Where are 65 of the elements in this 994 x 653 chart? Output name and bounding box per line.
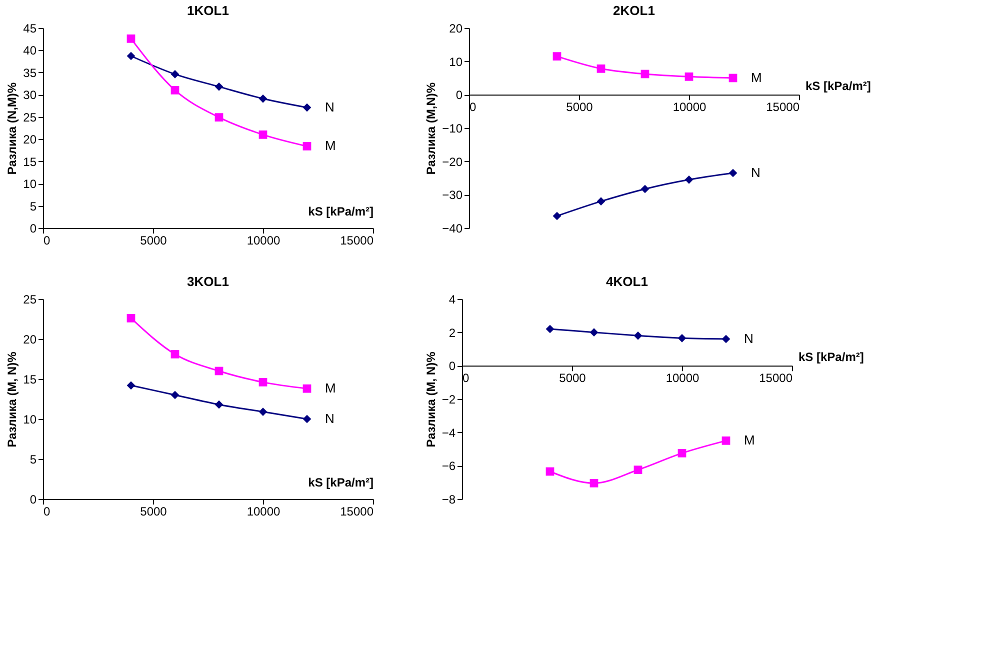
- y-tick-label: −8: [442, 492, 456, 506]
- y-tick-label: 10: [23, 412, 37, 426]
- series-label: N: [325, 411, 334, 426]
- y-tick-label: 0: [456, 88, 463, 102]
- y-tick-label: −6: [442, 459, 456, 474]
- x-tick-label: 10000: [246, 504, 281, 518]
- x-tick-label: 10000: [672, 100, 707, 114]
- y-tick-label: 25: [23, 110, 37, 124]
- y-tick-label: 4: [448, 292, 456, 306]
- y-tick-label: −40: [442, 222, 463, 236]
- y-tick-label: 0: [30, 222, 37, 236]
- y-tick-label: 40: [23, 44, 37, 58]
- y-tick-label: −30: [442, 188, 463, 202]
- y-tick-label: 5: [30, 199, 37, 214]
- y-tick-label: 0: [30, 492, 37, 506]
- x-tick-label: 10000: [246, 234, 281, 248]
- series-label: N: [751, 165, 760, 180]
- y-tick-label: −20: [442, 154, 463, 169]
- x-tick-label: 5000: [566, 100, 594, 114]
- x-tick-label: 15000: [759, 371, 793, 386]
- y-tick-label: −10: [442, 122, 463, 136]
- y-tick-label: 20: [23, 332, 37, 346]
- x-tick-label: 0: [44, 234, 50, 248]
- y-axis-title: Разлика (N,M)%: [5, 82, 20, 175]
- x-axis-title: kS [kPa/m²]: [798, 350, 864, 364]
- x-tick-label: 5000: [559, 371, 586, 386]
- chart-title: 4KOL1: [606, 274, 648, 289]
- x-axis-title: kS [kPa/m²]: [308, 476, 374, 490]
- y-tick-label: 15: [23, 372, 37, 386]
- x-tick-label: 0: [44, 504, 50, 518]
- y-tick-label: 30: [23, 88, 37, 102]
- x-tick-label: 15000: [340, 504, 374, 518]
- series-label: M: [325, 138, 336, 154]
- y-tick-label: 5: [30, 452, 37, 466]
- chart-title: 3KOL1: [187, 274, 229, 289]
- x-axis-title: kS [kPa/m²]: [806, 79, 871, 94]
- y-tick-label: 35: [23, 66, 37, 80]
- y-tick-label: 2: [448, 326, 456, 340]
- x-tick-label: 5000: [140, 504, 168, 518]
- y-axis-title: Разлика (M, N)%: [424, 351, 438, 448]
- chart-title: 1KOL1: [187, 3, 229, 18]
- x-tick-label: 0: [470, 100, 476, 114]
- x-tick-label: 15000: [766, 100, 800, 114]
- y-tick-label: 25: [23, 292, 37, 306]
- x-axis-title: kS [kPa/m²]: [308, 204, 374, 218]
- y-tick-label: −4: [442, 426, 456, 440]
- series-label: M: [751, 70, 762, 85]
- x-tick-label: 5000: [140, 234, 168, 248]
- y-tick-label: 20: [449, 22, 463, 36]
- y-tick-label: 20: [23, 132, 37, 147]
- y-tick-label: −2: [442, 392, 456, 406]
- y-tick-label: 0: [448, 359, 456, 374]
- series-label: M: [744, 432, 755, 448]
- y-axis-title: Разлика (M, N)%: [5, 351, 20, 448]
- x-tick-label: 15000: [340, 234, 374, 248]
- y-tick-label: 10: [23, 177, 37, 192]
- series-label: N: [325, 100, 334, 115]
- y-tick-label: 15: [23, 154, 37, 169]
- y-tick-label: 45: [23, 22, 37, 36]
- series-label: N: [744, 331, 754, 346]
- y-axis-title: Разлика (M,N)%: [424, 82, 438, 175]
- chart-title: 2KOL1: [613, 3, 655, 18]
- y-tick-label: 10: [449, 54, 463, 69]
- x-tick-label: 10000: [666, 371, 700, 386]
- series-label: M: [325, 380, 336, 396]
